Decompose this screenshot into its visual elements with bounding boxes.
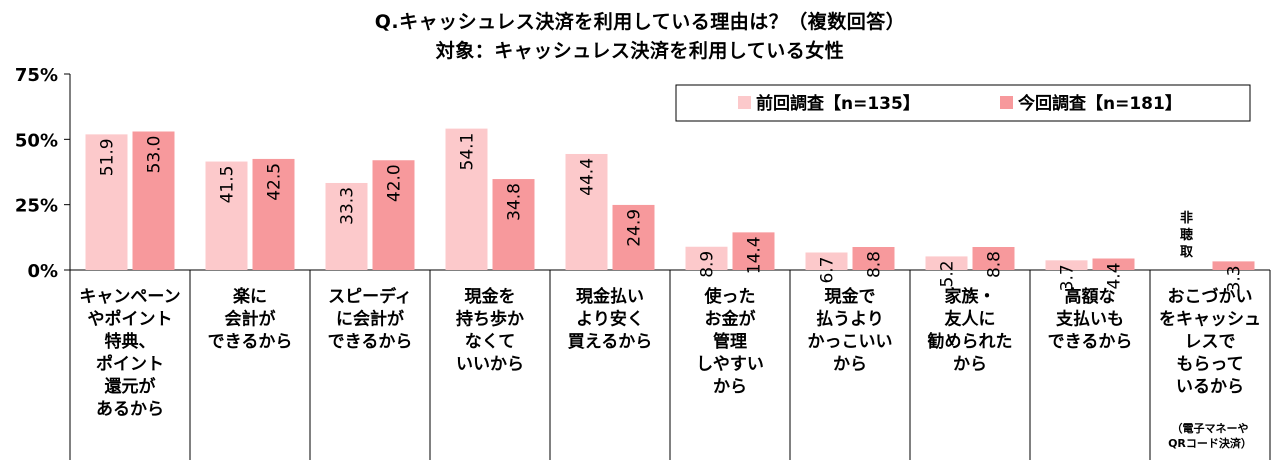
category-label: できるから	[1048, 332, 1133, 352]
category-note: （電子マネーや	[1172, 422, 1249, 435]
bar-previous	[1045, 260, 1088, 270]
category-label: 支払いも	[1056, 309, 1124, 330]
category-label: 特典、	[105, 331, 156, 352]
category-label: 勧められた	[928, 331, 1013, 352]
chart-subtitle: 対象：キャッシュレス決済を利用している女性	[435, 40, 845, 62]
category-label: 持ち歩か	[456, 309, 524, 330]
y-tick-label: 25%	[15, 196, 58, 217]
category-label: いるから	[1176, 377, 1244, 397]
category-note: QRコード決済）	[1168, 436, 1252, 450]
bar-current	[492, 179, 535, 270]
data-label: 8.8	[985, 251, 1005, 278]
bar-previous	[325, 182, 368, 270]
chart-title: Q.キャッシュレス決済を利用している理由は？（複数回答）	[374, 11, 906, 33]
bar-previous	[565, 153, 608, 270]
category-label: できるから	[328, 332, 413, 352]
category-label: キャンペーン	[79, 287, 180, 307]
data-label: 3.7	[1058, 264, 1078, 291]
category-label: できるから	[208, 332, 293, 352]
category-label: レスで	[1185, 332, 1236, 352]
y-tick-label: 50%	[15, 130, 58, 151]
bar-current	[132, 131, 175, 270]
category-label: から	[713, 377, 747, 397]
legend-label-current: 今回調査【n=181】	[1018, 93, 1182, 114]
data-label: 33.3	[338, 187, 358, 225]
category-label: をキャッシュ	[1159, 310, 1261, 330]
bar-current	[612, 204, 655, 270]
category-label: 現金払い	[576, 286, 644, 307]
data-label: 5.2	[938, 260, 958, 287]
data-label: 24.9	[625, 209, 645, 247]
category-label: 払うより	[816, 309, 884, 330]
category-label: 管理	[713, 331, 747, 352]
legend-swatch-previous	[738, 96, 751, 109]
category-label: お金が	[705, 309, 756, 330]
category-label: ポイント	[96, 354, 164, 375]
bar-current	[252, 158, 295, 270]
bar-current	[372, 160, 415, 270]
bar-previous	[925, 256, 968, 270]
y-tick-label: 0%	[27, 261, 58, 282]
category-label: 還元が	[105, 376, 156, 397]
bar-previous	[685, 246, 728, 270]
bar-previous	[445, 128, 488, 270]
bar-current	[972, 247, 1015, 270]
data-label: 44.4	[578, 158, 598, 196]
annotation-label: 聴	[1180, 227, 1193, 243]
data-label: 14.4	[745, 236, 765, 274]
data-label: 34.8	[505, 183, 525, 221]
category-label: 友人に	[945, 309, 996, 330]
category-label: 現金で	[825, 286, 876, 307]
category-label: かっこいい	[808, 332, 893, 352]
data-label: 41.5	[218, 166, 238, 204]
legend-swatch-current	[1000, 96, 1013, 109]
bar-current	[1092, 258, 1135, 270]
category-label: やポイント	[88, 309, 173, 330]
data-label: 53.0	[145, 135, 165, 173]
data-label: 4.4	[1105, 263, 1125, 290]
category-label: 会計が	[225, 309, 276, 330]
category-label: 家族・	[945, 286, 996, 307]
category-label: 現金を	[465, 286, 516, 307]
category-label: しやすい	[696, 355, 764, 375]
data-label: 42.0	[385, 164, 405, 202]
data-label: 8.8	[865, 251, 885, 278]
category-label: もらって	[1176, 355, 1243, 375]
category-label: なくて	[465, 332, 516, 352]
bar-current	[732, 232, 775, 270]
category-label: あるから	[96, 400, 164, 420]
category-label: から	[953, 355, 987, 375]
category-label: 楽に	[233, 286, 267, 307]
annotation-label: 取	[1180, 245, 1194, 260]
category-label: 使った	[704, 286, 756, 307]
data-label: 51.9	[98, 138, 118, 176]
legend-label-previous: 前回調査【n=135】	[756, 93, 920, 114]
category-label: より安く	[576, 309, 644, 330]
bar-previous	[85, 134, 128, 270]
bar-previous	[205, 161, 248, 270]
y-tick-label: 75%	[15, 65, 58, 86]
category-label: おこづかい	[1168, 287, 1253, 307]
category-label: スピーディ	[328, 286, 412, 307]
category-label: 高額な	[1065, 286, 1116, 307]
data-label: 8.9	[698, 251, 718, 278]
data-label: 6.7	[818, 256, 838, 283]
legend-box	[675, 84, 1251, 122]
category-label: 買えるから	[568, 332, 653, 352]
category-label: から	[833, 355, 867, 375]
data-label: 54.1	[458, 133, 478, 171]
bar-current	[852, 247, 895, 270]
annotation-label: 非	[1180, 210, 1193, 226]
data-label: 3.3	[1225, 265, 1245, 292]
category-label: に会計が	[336, 309, 404, 330]
bar-previous	[805, 252, 848, 270]
data-label: 42.5	[265, 163, 285, 201]
bar-current	[1212, 261, 1255, 270]
category-label: いいから	[456, 355, 524, 375]
